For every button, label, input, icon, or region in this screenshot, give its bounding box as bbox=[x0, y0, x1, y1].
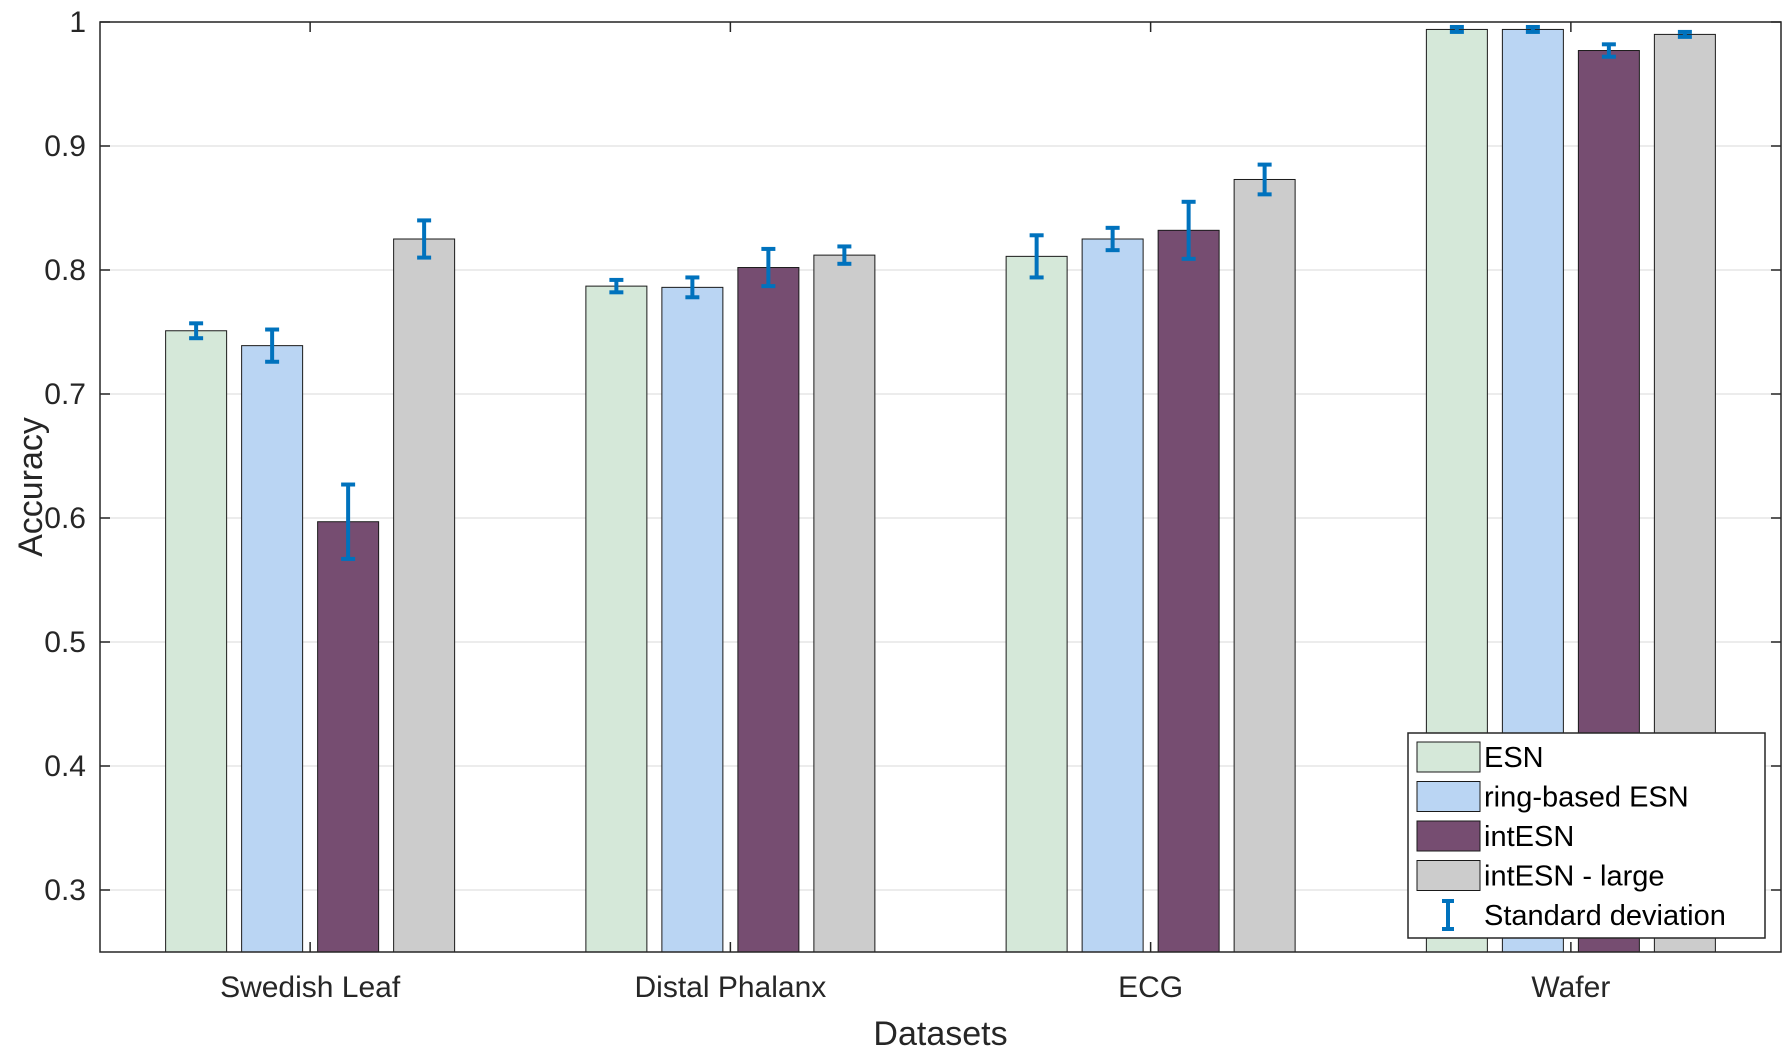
x-tick-label: Wafer bbox=[1531, 971, 1610, 1004]
legend-errorbar-icon bbox=[1442, 899, 1454, 931]
error-bar bbox=[1257, 162, 1272, 197]
bar bbox=[1005, 255, 1068, 953]
y-axis-ticks: 0.3 0.4 0.5 0.6 0.7 0.8 0.9 1 bbox=[44, 6, 1781, 907]
x-tick-label: ECG bbox=[1118, 971, 1183, 1004]
error-bar bbox=[189, 321, 204, 341]
error-bar bbox=[609, 277, 624, 295]
y-axis-title: Accuracy bbox=[12, 417, 50, 557]
bar bbox=[661, 286, 724, 953]
error-bar bbox=[1525, 24, 1540, 34]
error-bar bbox=[417, 218, 432, 260]
bar bbox=[1233, 178, 1296, 953]
y-tick-label: 0.3 bbox=[44, 874, 86, 907]
legend-label: Standard deviation bbox=[1484, 900, 1726, 932]
legend-label: ring-based ESN bbox=[1484, 782, 1689, 814]
legend-swatch bbox=[1416, 860, 1481, 891]
error-bar bbox=[1029, 233, 1044, 280]
legend-label: intESN - large bbox=[1484, 861, 1665, 893]
bar bbox=[813, 254, 876, 953]
bar bbox=[393, 238, 456, 953]
error-bar bbox=[265, 327, 280, 364]
error-bars bbox=[189, 24, 1692, 561]
y-tick-label: 0.7 bbox=[44, 378, 86, 411]
y-tick-label: 0.5 bbox=[44, 626, 86, 659]
y-tick-label: 0.9 bbox=[44, 130, 86, 163]
legend-swatch bbox=[1416, 820, 1481, 852]
bar bbox=[1081, 238, 1144, 953]
y-tick-label: 0.4 bbox=[44, 750, 86, 783]
error-bar bbox=[685, 275, 700, 300]
error-bar bbox=[837, 244, 852, 266]
legend-swatch bbox=[1416, 781, 1481, 812]
x-tick-label: Distal Phalanx bbox=[634, 971, 826, 1004]
y-tick-label: 0.8 bbox=[44, 254, 86, 287]
y-tick-label: 0.6 bbox=[44, 502, 86, 535]
x-axis-ticks: Swedish Leaf Distal Phalanx ECG Wafer bbox=[220, 22, 1610, 1004]
error-bar bbox=[1181, 199, 1196, 261]
legend-label: intESN bbox=[1484, 821, 1574, 853]
bar bbox=[737, 267, 800, 953]
legend-swatch bbox=[1416, 741, 1481, 773]
error-bar bbox=[1677, 29, 1692, 39]
bar bbox=[1157, 229, 1220, 953]
bar bbox=[317, 521, 380, 953]
bar bbox=[241, 345, 304, 953]
x-axis-title: Datasets bbox=[873, 1015, 1007, 1048]
legend-label: ESN bbox=[1484, 742, 1544, 774]
bar bbox=[165, 330, 228, 953]
error-bar bbox=[761, 246, 776, 289]
bar bbox=[585, 285, 648, 953]
error-bar bbox=[1449, 24, 1464, 34]
error-bar bbox=[1601, 42, 1616, 59]
x-tick-label: Swedish Leaf bbox=[220, 971, 401, 1004]
legend: ESN ring-based ESN intESN intESN - large Sta… bbox=[1407, 732, 1766, 939]
error-bar bbox=[1105, 225, 1120, 253]
plot-frame bbox=[99, 21, 1782, 953]
y-tick-label: 1 bbox=[69, 6, 86, 39]
error-bar bbox=[341, 482, 356, 561]
